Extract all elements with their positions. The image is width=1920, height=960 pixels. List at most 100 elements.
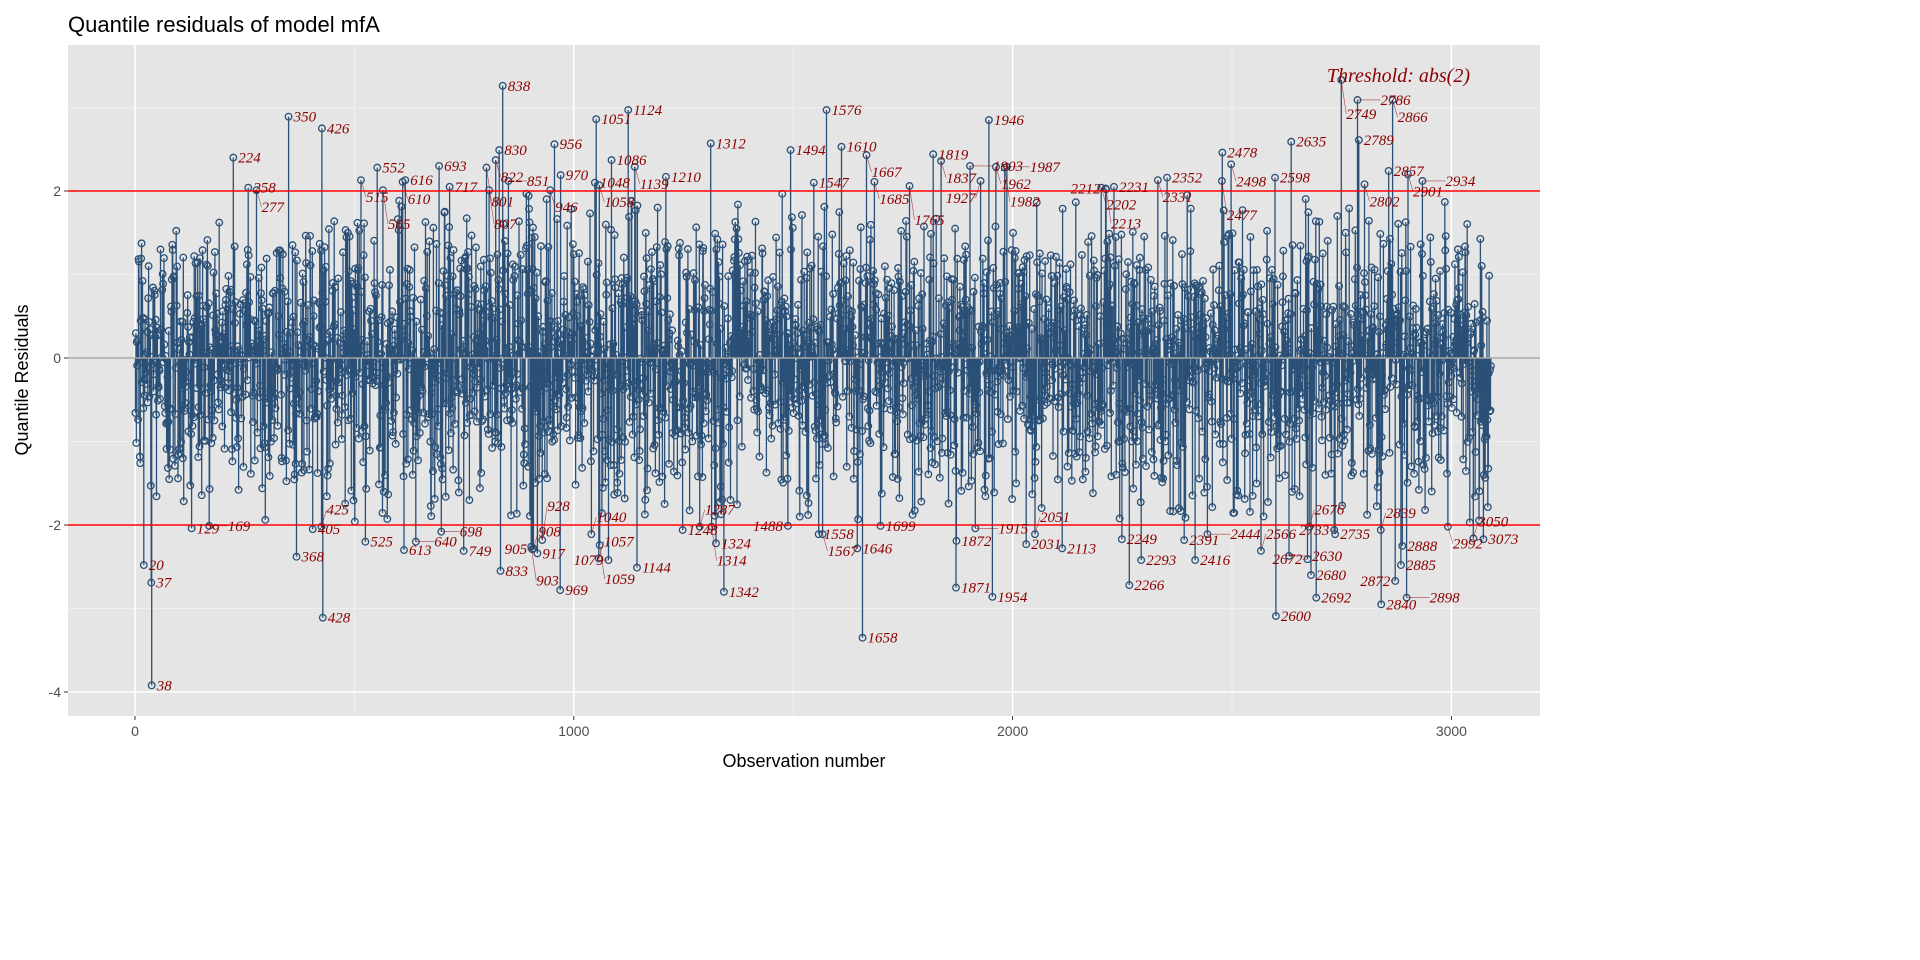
residual-point (1228, 229, 1237, 238)
residual-point (1056, 302, 1065, 311)
residual-point (772, 315, 781, 324)
outlier-label: 1946 (994, 113, 1025, 129)
residual-point (1128, 300, 1137, 308)
residual-point (431, 442, 440, 451)
residual-point (1029, 395, 1038, 404)
residual-point (221, 300, 230, 309)
residual-point (934, 294, 943, 303)
residual-point (1175, 386, 1184, 395)
residual-point (1118, 459, 1127, 468)
outlier-label: 2566 (1266, 527, 1297, 543)
residual-point (962, 250, 971, 259)
residual-point (191, 359, 200, 368)
residual-point (206, 387, 215, 396)
residual-point (670, 364, 679, 373)
residual-point (1011, 447, 1020, 456)
outlier-label: 2866 (1398, 110, 1429, 126)
residual-point (273, 421, 282, 430)
residual-point (1165, 358, 1174, 367)
residual-point (1301, 195, 1310, 203)
residual-point (963, 413, 971, 422)
outlier-label: 1324 (721, 536, 752, 552)
residual-point (1118, 463, 1127, 472)
residual-point (434, 422, 443, 431)
residual-point (707, 306, 716, 315)
residual-point (302, 259, 311, 267)
residual-point (170, 461, 179, 470)
residual-point (937, 353, 946, 361)
residual-point (1184, 292, 1193, 301)
residual-point (798, 211, 806, 220)
residual-point (188, 421, 197, 430)
residual-point (716, 324, 725, 333)
residual-point (673, 471, 682, 480)
residual-point (429, 370, 438, 379)
residual-point (1117, 230, 1126, 239)
residual-point (256, 381, 265, 390)
residual-point (663, 242, 672, 251)
residual-point (1197, 333, 1206, 342)
residual-point (842, 251, 851, 260)
outlier-label: 1248 (688, 523, 719, 539)
residual-point (192, 321, 200, 330)
residual-point (261, 331, 270, 340)
residual-point (1173, 461, 1182, 470)
residual-point (945, 386, 954, 395)
residual-point (389, 341, 398, 350)
residual-point (306, 231, 315, 240)
residual-point (1293, 276, 1302, 285)
residual-point (854, 386, 863, 395)
residual-point (728, 266, 737, 275)
residual-point (544, 243, 553, 251)
residual-point (1201, 455, 1210, 464)
residual-point (170, 344, 179, 353)
residual-point (655, 293, 664, 302)
residual-point (899, 379, 908, 388)
residual-point (565, 436, 574, 445)
residual-point (1120, 468, 1129, 477)
residual-point (733, 416, 742, 425)
residual-point (723, 314, 732, 323)
residual-point (1150, 282, 1159, 291)
residual-point (555, 390, 564, 399)
residual-point (412, 317, 421, 326)
residual-point (866, 220, 875, 229)
outlier-label: 1962 (1001, 177, 1032, 193)
residual-point (497, 354, 506, 363)
residual-point (1077, 251, 1086, 259)
residual-point (829, 289, 838, 298)
residual-point (1157, 389, 1166, 398)
residual-point (281, 355, 290, 364)
residual-point (1079, 349, 1088, 358)
residual-point (1326, 396, 1335, 405)
residual-point (1028, 490, 1037, 499)
residual-point (717, 510, 726, 519)
residual-point (466, 363, 475, 372)
residual-point (288, 241, 297, 250)
residual-point (453, 286, 462, 295)
residual-point (1294, 380, 1303, 388)
residual-point (1049, 451, 1057, 460)
residual-point (853, 458, 862, 467)
residual-point (692, 223, 701, 232)
residual-point (1154, 321, 1163, 330)
residual-point (146, 481, 155, 490)
residual-point (1030, 305, 1039, 314)
residual-point (1292, 362, 1301, 370)
residual-point (310, 296, 318, 305)
residual-point (1006, 392, 1014, 401)
residual-point (653, 203, 662, 212)
residual-point (565, 313, 573, 322)
residual-point (230, 242, 239, 251)
residual-point (262, 254, 271, 263)
residual-point (819, 242, 827, 251)
residual-point (289, 312, 298, 321)
outlier-label: 1982 (1010, 195, 1040, 211)
residual-point (1182, 398, 1191, 407)
residual-point (330, 320, 339, 329)
residual-point (357, 176, 365, 185)
outlier-label: 2598 (1280, 171, 1311, 187)
residual-point (479, 415, 487, 424)
residual-point (363, 337, 372, 346)
residual-point (1319, 398, 1328, 407)
